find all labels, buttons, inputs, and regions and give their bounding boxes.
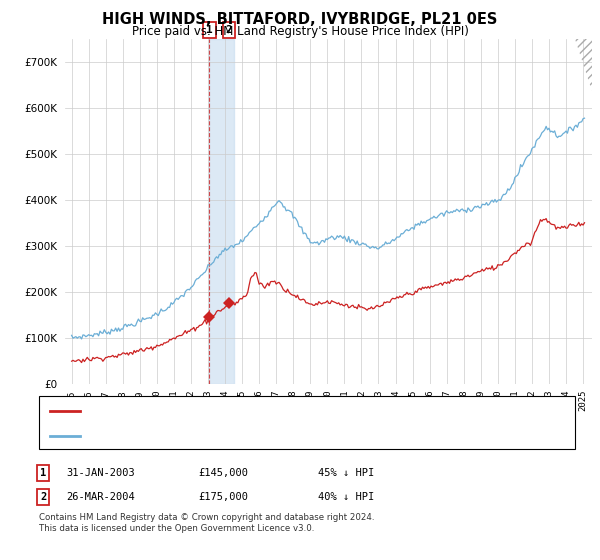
Text: 2: 2 [40, 492, 46, 502]
Text: £145,000: £145,000 [198, 468, 248, 478]
Text: HPI: Average price, detached house, South Hams: HPI: Average price, detached house, Sout… [87, 431, 357, 441]
Text: 40% ↓ HPI: 40% ↓ HPI [318, 492, 374, 502]
Text: HIGH WINDS, BITTAFORD, IVYBRIDGE, PL21 0ES: HIGH WINDS, BITTAFORD, IVYBRIDGE, PL21 0… [103, 12, 497, 27]
Text: This data is licensed under the Open Government Licence v3.0.: This data is licensed under the Open Gov… [39, 524, 314, 533]
Text: HIGH WINDS, BITTAFORD, IVYBRIDGE, PL21 0ES (detached house): HIGH WINDS, BITTAFORD, IVYBRIDGE, PL21 0… [87, 406, 434, 416]
Text: 31-JAN-2003: 31-JAN-2003 [66, 468, 135, 478]
Text: 26-MAR-2004: 26-MAR-2004 [66, 492, 135, 502]
Text: 1: 1 [206, 25, 213, 35]
Text: 2: 2 [226, 25, 232, 35]
Text: 1: 1 [40, 468, 46, 478]
Text: 45% ↓ HPI: 45% ↓ HPI [318, 468, 374, 478]
Bar [209, 39, 233, 384]
Text: Price paid vs. HM Land Registry's House Price Index (HPI): Price paid vs. HM Land Registry's House … [131, 25, 469, 38]
Text: £175,000: £175,000 [198, 492, 248, 502]
Text: Contains HM Land Registry data © Crown copyright and database right 2024.: Contains HM Land Registry data © Crown c… [39, 513, 374, 522]
